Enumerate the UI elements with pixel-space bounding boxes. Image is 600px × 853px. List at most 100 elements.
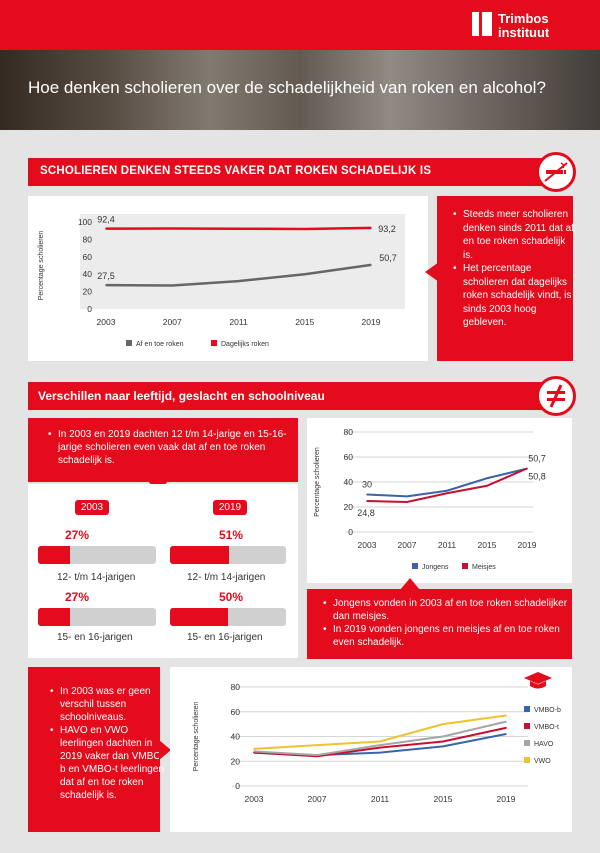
undefined-point xyxy=(316,754,318,756)
undefined-data-label: 92,4 xyxy=(97,215,115,225)
undefined-ylabel: Percentage scholieren xyxy=(193,702,200,772)
undefined-legend-label: HAVO xyxy=(534,741,554,748)
undefined-legend-swatch xyxy=(524,757,530,763)
undefined-point xyxy=(442,735,444,738)
header-bar: Trimbos instituut xyxy=(0,0,600,50)
undefined-xtick-label: 2003 xyxy=(245,794,264,804)
age-bar-2 xyxy=(170,546,286,564)
level-callout-pointer xyxy=(159,740,171,760)
undefined-ytick-label: 60 xyxy=(344,452,354,462)
gender-bullet-1: Jongens vonden in 2003 af en toe roken s… xyxy=(323,597,573,623)
undefined-xtick-label: 2003 xyxy=(97,317,116,327)
undefined-point xyxy=(505,714,507,717)
undefined-ytick-label: 0 xyxy=(87,304,92,314)
undefined-legend-label: Meisjes xyxy=(472,564,496,571)
logo-text-line1: Trimbos xyxy=(498,11,549,26)
undefined-point xyxy=(237,227,240,230)
not-equal-icon xyxy=(536,376,576,416)
undefined-ylabel: Percentage scholieren xyxy=(314,447,321,517)
undefined-point xyxy=(442,745,444,748)
undefined-point xyxy=(379,740,381,743)
undefined-xtick-label: 2015 xyxy=(478,540,497,550)
undefined-ytick-label: 40 xyxy=(83,269,93,279)
chart2-gender: 0 20 40 60 80 2003 2007 2011 2015 2019 Percentage … xyxy=(314,427,546,571)
undefined-xtick-label: 2011 xyxy=(438,540,457,550)
undefined-xtick-label: 2015 xyxy=(434,794,453,804)
undefined-data-label: 50,7 xyxy=(528,454,546,464)
undefined-ytick-label: 0 xyxy=(235,781,240,791)
age-bar-3-label: 15- en 16-jarigen xyxy=(57,632,133,643)
undefined-point xyxy=(253,750,255,753)
age-bar-3 xyxy=(38,608,156,626)
undefined-xtick-label: 2007 xyxy=(163,317,182,327)
section1-title-bar: SCHOLIEREN DENKEN STEEDS VAKER DAT ROKEN… xyxy=(28,158,543,186)
undefined-point xyxy=(253,748,255,750)
undefined-ytick-label: 20 xyxy=(231,756,241,766)
undefined-point xyxy=(366,500,368,502)
graduation-cap-icon xyxy=(524,672,552,689)
undefined-point xyxy=(486,477,488,480)
section1-title: SCHOLIEREN DENKEN STEEDS VAKER DAT ROKEN… xyxy=(40,165,432,177)
undefined-point xyxy=(505,733,507,735)
gender-bullet-2: In 2019 vonden jongens en meisjes af en … xyxy=(323,623,573,649)
undefined-xtick-label: 2019 xyxy=(518,540,537,550)
undefined-point xyxy=(171,227,174,230)
undefined-legend-label: Dagelijks roken xyxy=(221,341,269,348)
chart3-school-level: 0 20 40 60 80 2003 2007 2011 2015 2019 Percentage … xyxy=(193,682,561,804)
undefined-point xyxy=(366,493,368,496)
undefined-point xyxy=(379,744,381,746)
undefined-legend-label: Af en toe roken xyxy=(136,341,184,348)
undefined-point xyxy=(526,467,528,470)
undefined-legend-swatch xyxy=(524,740,530,746)
undefined-point xyxy=(105,284,107,286)
undefined-legend-swatch xyxy=(524,706,530,712)
gender-callout-pointer xyxy=(400,578,420,590)
undefined-ytick-label: 100 xyxy=(78,217,92,227)
hero-photo xyxy=(0,50,600,130)
chart3-panel: 0 20 40 60 80 2003 2007 2011 2015 2019 Percentage … xyxy=(170,667,572,832)
undefined-ytick-label: 40 xyxy=(231,732,241,742)
undefined-legend-label: Jongens xyxy=(422,564,449,571)
undefined-point xyxy=(171,284,174,287)
undefined-point xyxy=(442,723,444,725)
undefined-data-label: 50,7 xyxy=(379,253,397,263)
age-bar-3-fill xyxy=(38,608,70,626)
undefined-point xyxy=(379,751,381,754)
undefined-ytick-label: 80 xyxy=(231,682,241,692)
chart1-smoking-harmful: 0 20 40 60 80 100 2003 2007 2011 2015 2019 Percenta… xyxy=(38,214,405,348)
age-bar-1-pct: 27% xyxy=(65,528,90,542)
year-badge-2003: 2003 xyxy=(75,500,109,515)
age-bar-2-label: 12- t/m 14-jarigen xyxy=(187,572,266,583)
undefined-point xyxy=(303,273,306,275)
undefined-legend-label: VMBO-t xyxy=(534,724,559,731)
age-bar-2-fill xyxy=(170,546,230,564)
age-bullet: In 2003 en 2019 dachten 12 t/m 14-jarige… xyxy=(48,428,298,467)
age-textbox: In 2003 en 2019 dachten 12 t/m 14-jarige… xyxy=(28,418,298,482)
age-bar-4-fill xyxy=(170,608,228,626)
gender-textbox: Jongens vonden in 2003 af en toe roken s… xyxy=(307,589,572,659)
no-smoking-icon xyxy=(536,152,576,192)
undefined-ytick-label: 60 xyxy=(231,707,241,717)
undefined-point xyxy=(446,489,448,492)
undefined-data-label: 24,8 xyxy=(357,508,375,518)
age-bar-4-pct: 50% xyxy=(219,590,244,604)
undefined-point xyxy=(505,727,507,729)
undefined-xtick-label: 2011 xyxy=(371,794,390,804)
undefined-xtick-label: 2011 xyxy=(229,317,248,327)
undefined-point xyxy=(105,227,107,230)
undefined-legend-swatch xyxy=(211,340,217,346)
undefined-ytick-label: 80 xyxy=(83,234,93,244)
undefined-legend-label: VMBO-b xyxy=(534,707,561,714)
undefined-ytick-label: 80 xyxy=(344,427,354,437)
undefined-data-label: 27,5 xyxy=(97,271,115,281)
age-bar-2-pct: 51% xyxy=(219,528,244,542)
undefined-legend-label: VWO xyxy=(534,758,551,765)
undefined-xtick-label: 2007 xyxy=(398,540,417,550)
section1-bullet-1: Steeds meer scholieren denken sinds 2011… xyxy=(453,208,575,262)
age-bar-1 xyxy=(38,546,156,564)
undefined-ytick-label: 60 xyxy=(83,252,93,262)
level-bullet-2: HAVO en VWO leerlingen dachten in 2019 v… xyxy=(50,724,166,802)
level-bullet-1: In 2003 was er geen verschil tussen scho… xyxy=(50,685,166,724)
undefined-legend-swatch xyxy=(126,340,132,346)
section1-bullet-2: Het percentage scholieren dat dagelijks … xyxy=(453,262,575,330)
